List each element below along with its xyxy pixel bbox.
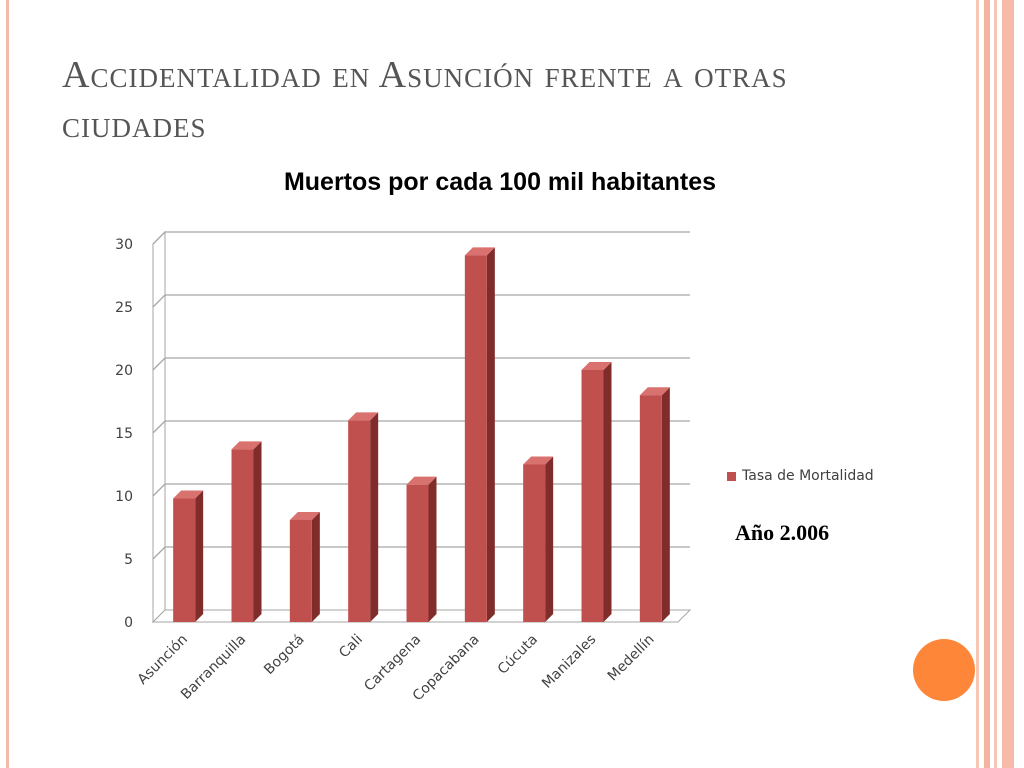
y-tick-label: 15 [115,426,133,442]
gridline [152,483,690,497]
gridline [152,231,690,245]
bar [348,420,371,622]
bar-side [253,441,262,622]
bar-top [523,456,554,465]
chart-title: Muertos por cada 100 mil habitantes [283,168,717,196]
legend-label: Tasa de Mortalidad [742,468,874,484]
bar [173,498,196,622]
x-tick-label: Asunción [135,632,191,688]
y-tick-label: 20 [115,363,133,379]
chart-legend: Tasa de Mortalidad [727,468,874,484]
bar-side [545,456,554,622]
bar-top [406,476,437,485]
decorative-orange-circle [913,639,975,701]
gridline [152,357,690,371]
slide-left-border [6,0,9,768]
y-tick-label: 10 [115,489,133,505]
bar-top [231,441,262,450]
bar-top [348,412,379,421]
bar [523,464,546,622]
bar-side [603,362,612,622]
x-tick-label: Bogotá [261,632,307,678]
bar-top [173,490,204,499]
y-tick-label: 25 [115,300,133,316]
bar [581,370,604,622]
y-tick-label: 5 [124,552,133,568]
bar-side [370,412,379,622]
slide-right-frame [972,0,1024,768]
bar-top [464,247,495,256]
bar [464,255,487,622]
bar [231,449,254,622]
gridline [152,420,690,434]
bar-side [661,387,670,622]
slide-title: Accidentalidad en Asunción frente a otra… [62,54,788,146]
bar-side [195,490,204,622]
y-tick-label: 30 [115,237,133,253]
gridline [152,294,690,308]
gridline [152,546,690,560]
year-label: Año 2.006 [735,520,830,545]
y-tick-label: 0 [124,615,133,631]
x-tick-label: Medellín [605,632,658,685]
x-tick-label: Cali [336,632,366,662]
x-tick-label: Cúcuta [495,632,541,678]
bar-top [289,511,320,520]
bar-top [639,387,670,396]
x-tick-label: Manizales [539,632,599,692]
legend-swatch [727,471,736,481]
bar [639,395,662,622]
bar-side [486,247,495,622]
x-tick-label: Cartagena [361,632,424,695]
bar-top [581,362,612,370]
bar-side [311,511,320,622]
bar [406,484,429,622]
bar [289,519,312,622]
bar-side [428,476,437,622]
